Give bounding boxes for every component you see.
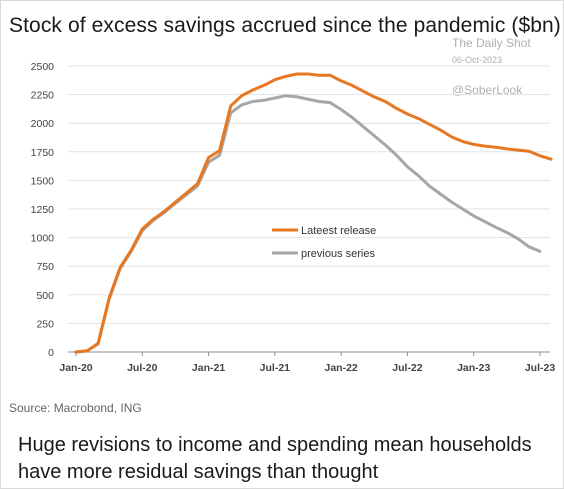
y-tick-label: 0 [48,347,54,359]
y-tick-label: 250 [36,318,54,330]
y-tick-label: 750 [36,261,54,273]
x-tick-label: Jan-22 [325,362,358,374]
y-tick-label: 2500 [31,61,55,73]
x-tick-label: Jul-23 [525,362,556,374]
y-tick-label: 1000 [31,233,55,245]
y-tick-label: 1250 [31,204,55,216]
y-tick-label: 2250 [31,90,55,102]
line-chart: 0 250 500 750 1000 1250 1500 1750 2000 2250 2500 Ja… [31,61,556,374]
watermark-publisher: The Daily Shot [452,36,531,50]
caption: Huge revisions to income and spending me… [18,434,532,483]
series-line-previous-series [74,94,542,354]
x-tick-label: Jan-21 [192,362,225,374]
x-tick-label: Jan-23 [457,362,490,374]
x-tick-label: Jul-21 [260,362,291,374]
legend-label: previous series [301,248,375,260]
watermark-date: 06-Oct-2023 [452,55,503,65]
source-note: Source: Macrobond, ING [9,401,142,415]
watermark-handle: @SoberLook [452,83,523,97]
chart-title: Stock of excess savings accrued since th… [9,14,561,37]
legend-label: Lateest release [301,225,376,237]
y-tick-label: 500 [36,290,54,302]
x-tick-label: Jul-22 [392,362,423,374]
y-tick-label: 1500 [31,175,55,187]
series-line-lateest-release [74,72,553,354]
y-tick-label: 2000 [31,118,55,130]
x-tick-label: Jan-20 [59,362,92,374]
y-tick-label: 1750 [31,147,55,159]
x-tick-label: Jul-20 [127,362,158,374]
